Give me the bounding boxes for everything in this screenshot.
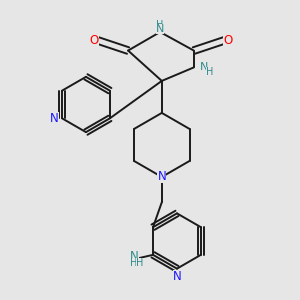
Text: N: N (50, 112, 59, 125)
Text: N: N (172, 270, 181, 283)
Text: O: O (223, 34, 232, 47)
Text: N: N (130, 250, 139, 263)
Text: H: H (136, 258, 144, 268)
Text: H: H (156, 20, 164, 30)
Text: N: N (156, 24, 164, 34)
Text: O: O (90, 34, 99, 47)
Text: N: N (158, 170, 166, 184)
Text: H: H (130, 258, 137, 268)
Text: N: N (200, 62, 208, 72)
Text: H: H (206, 67, 213, 77)
